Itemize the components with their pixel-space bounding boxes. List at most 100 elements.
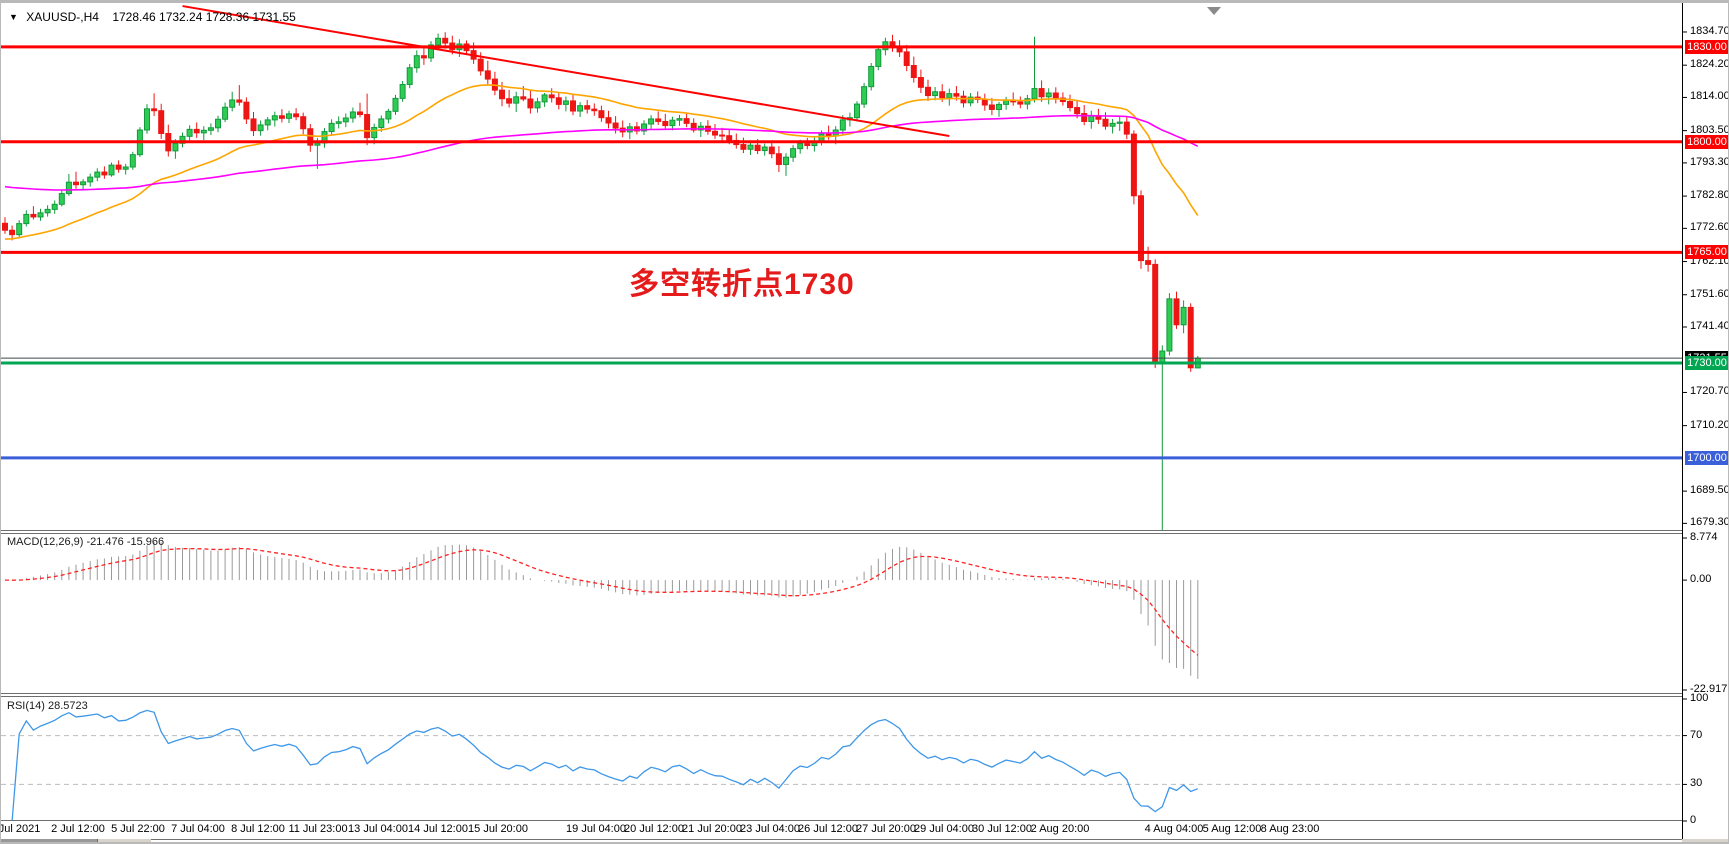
macd-tick-label: -22.917 (1690, 683, 1728, 695)
rsi-line (11, 709, 1199, 822)
candle-body (73, 181, 79, 186)
time-label: 21 Jul 20:00 (682, 823, 742, 835)
time-label: 7 Jul 04:00 (171, 823, 225, 835)
candle-body (392, 97, 399, 112)
candle-body (65, 181, 72, 195)
candle-body (349, 111, 356, 119)
price-tick-label: 1689.50 (1690, 484, 1729, 497)
symbol-timeframe-label: XAUUSD-,H4 (26, 10, 99, 24)
time-label: 20 Jul 12:00 (624, 823, 684, 835)
candle-body (314, 142, 321, 146)
candle-body (101, 171, 108, 176)
time-label: 11 Jul 23:00 (288, 823, 348, 835)
candle-body (264, 119, 271, 126)
candle-body (328, 122, 335, 133)
candle-body (222, 106, 229, 120)
price-badge-1830.00: 1830.00 (1685, 39, 1728, 54)
candle-body (1017, 101, 1024, 105)
candle-body (9, 229, 16, 236)
candle-body (207, 127, 214, 131)
chart-shift-marker[interactable] (1207, 7, 1221, 15)
candle-body (648, 118, 655, 125)
scrollbar-thumb[interactable] (1, 839, 98, 842)
candle-body (1088, 115, 1095, 122)
candle-body (555, 97, 562, 105)
candle-body (30, 213, 37, 218)
candle-body (534, 101, 541, 109)
candle-body (1173, 298, 1180, 326)
candle-body (861, 86, 868, 105)
rsi-tick-label: 30 (1690, 777, 1703, 790)
candle-body (1024, 98, 1031, 105)
bull-bear-turning-point-annotation[interactable]: 多空转折点1730 (629, 268, 855, 301)
candle-body (562, 100, 569, 105)
candle-body (818, 133, 825, 142)
time-label: 4 Aug 04:00 (1144, 823, 1204, 835)
candle-body (513, 96, 520, 104)
candle-body (1074, 107, 1081, 115)
time-label: 13 Jul 04:00 (348, 823, 408, 835)
macd-signal-line (4, 547, 1199, 656)
candle-body (839, 119, 846, 131)
candle-body (1152, 263, 1159, 363)
scrollbar-groove[interactable] (151, 839, 1682, 842)
candle-body (293, 113, 300, 118)
price-tick-label: 1824.20 (1690, 58, 1729, 71)
candle-body (1109, 122, 1116, 127)
candle-body (37, 212, 44, 218)
candle-body (385, 110, 392, 120)
time-label: 8 Jul 12:00 (231, 823, 285, 835)
rsi-tick-label: 70 (1690, 728, 1703, 741)
ohlc-values-label: 1728.46 1732.24 1728.36 1731.55 (112, 10, 296, 24)
price-tick-label: 1741.40 (1690, 319, 1729, 332)
chart-surface[interactable] (1, 3, 1729, 844)
time-label: 5 Jul 22:00 (111, 823, 165, 835)
candle-body (1159, 350, 1166, 363)
candle-body (158, 110, 165, 134)
candle-body (342, 117, 349, 123)
candle-body (1031, 88, 1038, 100)
candle-body (179, 135, 186, 144)
candle-body (775, 153, 782, 165)
candle-body (23, 213, 30, 225)
candle-body (300, 116, 307, 130)
candle-body (570, 100, 576, 112)
descending-trendline[interactable] (182, 5, 950, 137)
candle-body (854, 103, 860, 119)
candle-body (783, 156, 789, 165)
candle-body (939, 91, 946, 99)
candle-body (172, 142, 179, 152)
candle-body (2, 222, 8, 231)
price-tick-label: 1814.00 (1690, 90, 1729, 103)
candle-body (584, 105, 591, 110)
rsi-tick-label: 100 (1690, 692, 1709, 704)
candle-body (953, 93, 960, 97)
candle-body (768, 146, 775, 155)
candle-body (676, 118, 683, 121)
candle-body (307, 128, 314, 146)
price-tick-label: 1782.80 (1690, 189, 1729, 202)
candle-body (946, 93, 953, 99)
time-label: 23 Jul 04:00 (740, 823, 800, 835)
time-label: 19 Jul 04:00 (566, 823, 626, 835)
candle-body (917, 77, 924, 88)
price-badge-1765.00: 1765.00 (1685, 245, 1728, 260)
candle-body (740, 144, 747, 150)
candle-body (605, 117, 612, 124)
ma-fast-orange (4, 84, 1199, 240)
candle-body (94, 171, 101, 178)
candle-body (690, 122, 697, 131)
time-label: 2 Aug 20:00 (1030, 823, 1090, 835)
candle-body (683, 118, 690, 124)
candle-body (186, 128, 193, 137)
candle-body (371, 126, 378, 139)
candle-body (577, 105, 584, 112)
candle-body (44, 208, 51, 214)
candle-body (257, 124, 264, 132)
candle-body (1180, 306, 1187, 326)
candle-body (357, 111, 363, 116)
horizontal-scrollbar[interactable] (1, 839, 1728, 842)
candle-body (1038, 88, 1045, 98)
price-tick-label: 1710.20 (1690, 418, 1729, 431)
candle-body (378, 118, 385, 128)
